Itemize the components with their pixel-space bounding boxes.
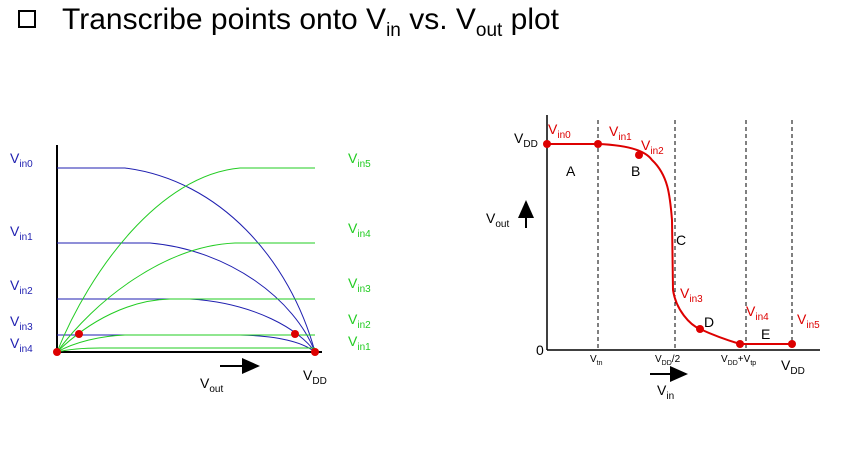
label-vin2: Vin2 — [348, 311, 371, 331]
label-vin3: Vin3 — [348, 275, 371, 295]
left-vdd-label: VDD — [303, 367, 327, 387]
nmos-curve-vin3 — [57, 334, 316, 353]
point-vin4-vdd — [311, 348, 319, 356]
left-x-label: Vout — [200, 375, 223, 395]
vtc-point-vin3 — [696, 325, 704, 333]
label-vin1: Vin1 — [348, 333, 371, 353]
nmos-curve-vin2 — [57, 298, 316, 353]
right-zero-label: 0 — [536, 342, 544, 358]
point-vin3 — [291, 330, 299, 338]
region-labels: A B C D E — [566, 163, 770, 342]
label-vin2: Vin2 — [10, 277, 33, 297]
region-e: E — [761, 326, 770, 342]
vtc-label-vin2: Vin2 — [641, 137, 664, 157]
vtc-label-vin3: Vin3 — [680, 285, 703, 305]
pmos-curves — [56, 167, 315, 353]
label-vin4: Vin4 — [348, 220, 371, 240]
label-vin3: Vin3 — [10, 313, 33, 333]
right-plot: Vin0 Vin1 Vin2 Vin3 Vin4 Vin5 A B C D E … — [486, 115, 820, 402]
pmos-curve-vin5 — [56, 167, 315, 353]
checkbox-bullet-icon — [18, 10, 36, 28]
region-dividers — [597, 120, 793, 350]
nmos-curve-vin1 — [57, 242, 316, 353]
right-points — [543, 140, 796, 348]
pmos-labels: Vin5 Vin4 Vin3 Vin2 Vin1 — [348, 150, 371, 353]
right-x-label: Vin — [657, 382, 674, 402]
region-b: B — [631, 163, 640, 179]
label-vin5: Vin5 — [348, 150, 371, 170]
pmos-curve-vin4 — [56, 242, 315, 353]
slide-title: Transcribe points onto Vin vs. Vout plot — [62, 3, 560, 41]
vtc-label-vin4: Vin4 — [746, 303, 769, 323]
right-y-label: Vout — [486, 210, 509, 230]
tick-vdd: VDD — [781, 357, 805, 377]
label-vin0: Vin0 — [10, 150, 33, 170]
nmos-curves — [57, 167, 316, 353]
point-vin1 — [75, 330, 83, 338]
region-a: A — [566, 163, 576, 179]
pmos-curve-vin1 — [56, 347, 315, 353]
tick-vtn: Vtn — [590, 354, 603, 367]
pmos-curve-vin3 — [56, 298, 315, 353]
pmos-curve-vin2 — [56, 334, 315, 353]
right-vdd-y-label: VDD — [514, 130, 538, 150]
label-vin1: Vin1 — [10, 223, 33, 243]
region-d: D — [704, 314, 714, 330]
left-plot: Vin0 Vin1 Vin2 Vin3 Vin4 Vin5 Vin4 Vin3 … — [10, 145, 371, 395]
vtc-point-vin0 — [543, 140, 551, 148]
vtc-point-vin2 — [635, 151, 643, 159]
vtc-label-vin5: Vin5 — [797, 311, 820, 331]
vtc-label-vin0: Vin0 — [548, 121, 571, 141]
vtc-point-vin5 — [788, 340, 796, 348]
vtc-point-vin4 — [736, 340, 744, 348]
tick-vdd-vtp: VDD+Vtp — [721, 354, 756, 367]
nmos-labels: Vin0 Vin1 Vin2 Vin3 Vin4 — [10, 150, 33, 355]
tick-vdd-half: VDD/2 — [655, 354, 681, 367]
point-vin0-vin4 — [53, 348, 61, 356]
region-c: C — [676, 232, 686, 248]
vtc-point-labels: Vin0 Vin1 Vin2 Vin3 Vin4 Vin5 — [548, 121, 820, 331]
label-vin4: Vin4 — [10, 335, 33, 355]
vtc-label-vin1: Vin1 — [609, 123, 632, 143]
vtc-point-vin1 — [594, 140, 602, 148]
left-intersection-points — [53, 330, 319, 356]
nmos-curve-vin0 — [57, 167, 316, 353]
